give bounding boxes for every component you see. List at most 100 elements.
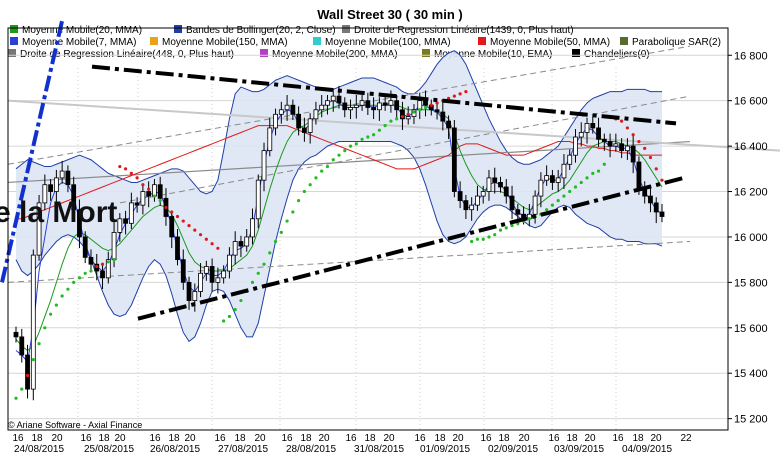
x-date-label: 03/09/2015 (554, 444, 604, 455)
x-hour-label: 20 (51, 433, 63, 444)
x-hour-label: 18 (498, 433, 510, 444)
candle-body (624, 145, 630, 152)
sar-dot (643, 146, 647, 150)
legend-swatch (174, 25, 182, 33)
candle-body (648, 195, 653, 204)
legend-swatch (478, 37, 486, 45)
sar-dot (83, 271, 87, 275)
sar-dot (112, 258, 116, 262)
x-hour-label: 20 (318, 433, 330, 444)
candle-body (538, 179, 544, 197)
candle-body (215, 277, 221, 283)
sar-dot (510, 223, 514, 228)
sar-dot (348, 144, 353, 148)
sar-dot (147, 187, 151, 191)
sar-dot (579, 180, 583, 185)
candle-body (584, 122, 590, 133)
sar-dot (481, 237, 485, 241)
candle-body (13, 331, 19, 338)
candle-body (146, 191, 152, 197)
x-hour-label: 16 (612, 433, 624, 444)
sar-dot (302, 189, 306, 194)
candle-body (192, 291, 198, 301)
candle-body (284, 104, 290, 111)
candle-body (48, 184, 54, 192)
candle-body (336, 95, 342, 104)
candle-body (607, 141, 613, 147)
candle-body (446, 120, 451, 129)
candle-body (400, 109, 405, 120)
candle-body (25, 354, 30, 390)
candle-body (348, 107, 353, 111)
candle-body (613, 143, 619, 147)
sar-dot (193, 228, 197, 232)
candle-body (307, 118, 313, 133)
candle-body (290, 104, 296, 115)
candle-body (244, 236, 250, 247)
candle-body (544, 175, 550, 181)
candle-body (232, 241, 238, 256)
candle-body (71, 184, 77, 211)
sar-dot (164, 205, 168, 210)
sar-dot (49, 312, 53, 316)
candle-body (301, 127, 307, 133)
candle-body (653, 202, 659, 213)
manual-drawn-line (0, 20, 64, 283)
legend-entry: Parabolique SAR(2) (632, 37, 721, 48)
regression-channel-upper (7, 45, 691, 165)
sar-dot (314, 176, 318, 180)
sar-dot (268, 251, 272, 255)
overlay-text: e la Mort (0, 196, 117, 229)
sar-dot (400, 114, 405, 119)
sar-dot (123, 167, 128, 171)
y-tick-label: 15 400 (734, 368, 768, 380)
axes: 15 200 15 400 15 600 15 800 16 000 16 200 16 4… (7, 27, 768, 455)
legend-entry: Moyenne Mobile(100, MMA) (325, 37, 451, 48)
x-hour-label: 16 (214, 433, 226, 444)
sar-dot (141, 183, 145, 187)
candle-body (382, 102, 388, 106)
legend-entry: Moyenne Mobile(150, MMA) (162, 37, 288, 48)
sar-dot (210, 242, 214, 246)
sar-dot (152, 194, 157, 198)
candle-body (371, 107, 377, 111)
candle-body (140, 191, 146, 206)
legend-entry: Moyenne Mobile(10, EMA) (434, 49, 552, 60)
x-hour-label: 18 (434, 433, 446, 444)
x-hour-label: 16 (548, 433, 560, 444)
sar-dot (285, 219, 289, 223)
candle-body (590, 122, 596, 129)
legend-entry: Moyenne Mobile(20, MMA) (22, 25, 142, 36)
candle-body (65, 170, 71, 186)
candle-body (111, 232, 117, 261)
x-hour-label: 16 (149, 433, 161, 444)
candle-body (567, 154, 573, 165)
candle-body (423, 100, 428, 106)
sar-dot (527, 217, 531, 221)
x-hour-label: 20 (518, 433, 530, 444)
candle-body (509, 195, 515, 211)
candle-body (42, 184, 48, 204)
sar-dot (412, 110, 416, 114)
sar-dot (360, 137, 364, 141)
sar-dot (654, 167, 658, 171)
sar-dot (54, 303, 58, 307)
y-tick-label: 16 800 (734, 50, 768, 62)
candle-body (186, 281, 192, 301)
candle-body (434, 109, 440, 113)
candle-body (273, 113, 278, 129)
candle-body (376, 102, 382, 111)
sar-dot (89, 269, 93, 273)
candle-body (601, 138, 607, 142)
x-date-label: 02/09/2015 (488, 444, 538, 455)
sar-dot (297, 199, 301, 203)
sar-dot (135, 176, 139, 180)
x-hour-label: 20 (383, 433, 395, 444)
candle-body (394, 100, 400, 111)
sar-dot (591, 171, 595, 175)
copyright-notice: © Ariane Software - Axial Finance (8, 420, 142, 430)
sar-dot (31, 357, 35, 362)
sar-dot (256, 271, 260, 275)
